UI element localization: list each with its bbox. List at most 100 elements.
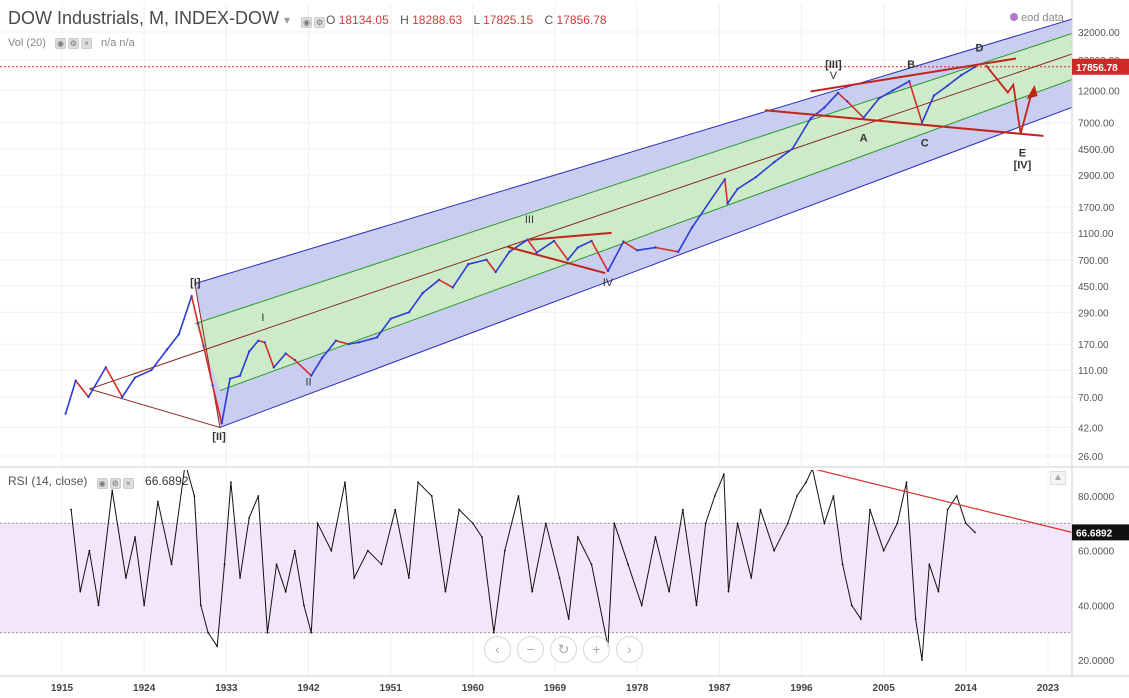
rsi-close-icon[interactable]: × bbox=[122, 477, 134, 489]
rsi-point bbox=[964, 522, 967, 525]
price-segment bbox=[438, 279, 454, 289]
reset-button[interactable]: ↻ bbox=[550, 636, 577, 663]
price-segment bbox=[452, 263, 469, 288]
price-segment bbox=[321, 340, 337, 359]
rsi-point bbox=[223, 563, 226, 566]
price-tick-label: 26.00 bbox=[1078, 452, 1103, 463]
price-point bbox=[220, 422, 223, 425]
price-segment bbox=[655, 246, 679, 253]
rsi-point bbox=[444, 590, 447, 593]
price-tick-label: 450.00 bbox=[1078, 282, 1109, 293]
volume-legend[interactable]: Vol (20) ◉ ⚙ × n/a n/a bbox=[8, 37, 135, 50]
price-segment bbox=[121, 377, 136, 398]
rsi-point bbox=[805, 481, 807, 484]
price-tick-label: 32000.00 bbox=[1078, 28, 1120, 39]
rsi-point bbox=[695, 604, 698, 607]
rsi-point bbox=[239, 577, 241, 579]
symbol-title[interactable]: DOW Industrials, M, INDEX-DOW bbox=[8, 8, 280, 28]
wave-label: V bbox=[830, 70, 838, 82]
chart-title[interactable]: DOW Industrials, M, INDEX-DOW ▾ ◉ ⚙ bbox=[8, 8, 327, 30]
price-segment bbox=[878, 89, 894, 100]
rsi-point bbox=[125, 577, 127, 579]
rsi-point bbox=[266, 631, 269, 634]
rsi-trendline bbox=[815, 470, 1072, 533]
price-point bbox=[165, 348, 169, 351]
price-tick-label: 12000.00 bbox=[1078, 86, 1120, 97]
price-point bbox=[622, 240, 625, 243]
price-point bbox=[552, 239, 556, 243]
price-segment bbox=[947, 74, 962, 87]
price-segment bbox=[87, 366, 107, 398]
price-segment bbox=[607, 241, 625, 272]
open-label: O bbox=[326, 13, 336, 27]
rsi-point bbox=[544, 522, 547, 525]
price-segment bbox=[791, 118, 812, 150]
zoom-out-button[interactable]: − bbox=[517, 636, 544, 663]
projected-path bbox=[985, 64, 1033, 135]
zoom-in-button[interactable]: + bbox=[583, 636, 610, 663]
rsi-point bbox=[704, 522, 707, 525]
price-point bbox=[908, 80, 911, 83]
rsi-point bbox=[143, 604, 146, 607]
rsi-point bbox=[727, 590, 730, 593]
price-segment bbox=[376, 318, 392, 338]
rsi-eye-icon[interactable]: ◉ bbox=[96, 477, 108, 489]
contracting-triangle-bottom bbox=[764, 109, 1044, 137]
rsi-point bbox=[896, 522, 899, 525]
price-point bbox=[121, 395, 124, 399]
time-tick-label: 1915 bbox=[51, 683, 74, 694]
volume-values: n/a n/a bbox=[101, 37, 135, 49]
volume-label[interactable]: Vol (20) bbox=[8, 37, 46, 49]
settings-icon[interactable]: ⚙ bbox=[314, 16, 326, 28]
rsi-point bbox=[576, 536, 579, 538]
triangle-upper-line bbox=[529, 231, 612, 241]
rsi-legend[interactable]: RSI (14, close) ◉ ⚙ × 66.6892 bbox=[8, 474, 188, 489]
price-segment bbox=[526, 239, 538, 254]
time-tick-label: 1987 bbox=[708, 683, 731, 694]
volume-settings-icon[interactable]: ⚙ bbox=[67, 38, 79, 50]
price-segment bbox=[202, 345, 214, 386]
price-tick-label: 2900.00 bbox=[1078, 171, 1115, 182]
rsi-point bbox=[111, 489, 114, 492]
rsi-point bbox=[869, 508, 871, 511]
rsi-settings-icon[interactable]: ⚙ bbox=[109, 477, 121, 489]
scroll-back-button[interactable]: ‹ bbox=[484, 636, 511, 663]
low-label: L bbox=[473, 13, 480, 27]
title-tools: ◉ ⚙ bbox=[301, 9, 327, 30]
price-point bbox=[284, 352, 287, 355]
rsi-point bbox=[303, 604, 305, 607]
scroll-forward-button[interactable]: › bbox=[616, 636, 643, 663]
rsi-point bbox=[257, 495, 260, 497]
price-point bbox=[891, 89, 894, 92]
price-segment bbox=[908, 81, 923, 123]
rsi-point bbox=[627, 563, 629, 566]
price-segment bbox=[358, 336, 378, 344]
eye-icon[interactable]: ◉ bbox=[301, 16, 313, 28]
rsi-value: 66.6892 bbox=[145, 474, 189, 488]
price-segment bbox=[892, 80, 910, 92]
rsi-point bbox=[759, 508, 762, 511]
price-point bbox=[606, 269, 610, 273]
wave-label: [II] bbox=[212, 431, 226, 443]
wave-label: I bbox=[261, 312, 264, 324]
price-segment bbox=[862, 97, 880, 119]
price-segment bbox=[150, 349, 168, 371]
rsi-point bbox=[97, 604, 100, 607]
price-segment bbox=[190, 295, 199, 324]
price-point bbox=[791, 147, 794, 151]
volume-eye-icon[interactable]: ◉ bbox=[54, 38, 66, 50]
time-tick-label: 1942 bbox=[297, 683, 320, 694]
rsi-label[interactable]: RSI (14, close) bbox=[8, 474, 88, 488]
scroll-up-button[interactable]: ▲ bbox=[1050, 471, 1066, 485]
symbol-caret-icon[interactable]: ▾ bbox=[284, 13, 291, 27]
rsi-point bbox=[380, 563, 383, 566]
rsi-point bbox=[736, 522, 739, 525]
inner-channel-top bbox=[195, 33, 1072, 325]
close-value: 17856.78 bbox=[556, 13, 607, 27]
volume-close-icon[interactable]: × bbox=[80, 38, 92, 50]
pitchfork-anchor bbox=[89, 286, 221, 429]
wave-label: B bbox=[907, 59, 915, 71]
